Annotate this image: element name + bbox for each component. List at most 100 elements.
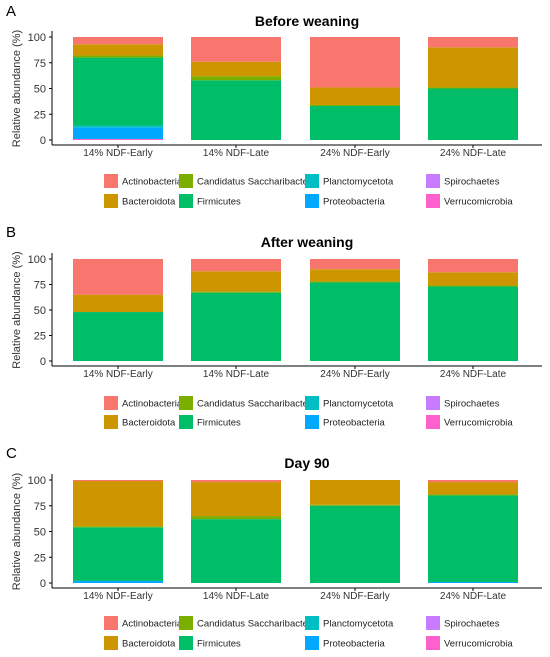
legend-swatch-planctomycetota (305, 616, 319, 630)
chart-title: Day 90 (284, 455, 329, 471)
bar-segment-bacteroidota (191, 482, 281, 517)
y-tick-label: 0 (40, 356, 46, 368)
x-tick-label: 14% NDF-Early (83, 591, 152, 602)
bar-segment-bacteroidota (73, 44, 163, 56)
legend-label-planctomycetota: Planctomycetota (323, 177, 394, 188)
bar-segment-firmicutes (310, 106, 400, 140)
panel-a: A Before weaning Relative abundance (%) 0 25… (6, 3, 542, 208)
legend-swatch-candidatus-saccharibacteria (179, 616, 193, 630)
bar-segment-actinobacteria (428, 37, 518, 48)
x-tick-label: 24% NDF-Late (440, 591, 507, 602)
x-tick-label: 24% NDF-Early (320, 369, 389, 380)
bar-segment-actinobacteria (310, 37, 400, 88)
legend-swatch-firmicutes (179, 415, 193, 429)
legend: Actinobacteria Bacteroidota Candidatus Sac… (104, 396, 513, 429)
panel-b: B After weaning Relative abundance (%) 0 25 5… (6, 224, 542, 429)
legend-label-planctomycetota: Planctomycetota (323, 399, 394, 410)
y-tick-label: 100 (28, 254, 46, 266)
bar-segment-candidatus-saccharibacteria (73, 55, 163, 58)
bar-segment-bacteroidota (310, 480, 400, 505)
y-tick-label: 75 (34, 58, 46, 70)
legend-label-candidatus-saccharibacteria: Candidatus Saccharibacteria (197, 399, 319, 410)
bar-segment-candidatus-saccharibacteria (191, 76, 281, 81)
legend-swatch-planctomycetota (305, 174, 319, 188)
bar-segment-actinobacteria (191, 259, 281, 272)
legend-label-proteobacteria: Proteobacteria (323, 197, 386, 208)
x-tick-label: 14% NDF-Late (203, 148, 270, 159)
legend-label-spirochaetes: Spirochaetes (444, 619, 500, 630)
bar-segment-bacteroidota (73, 294, 163, 313)
bar-segment-candidatus-saccharibacteria (310, 281, 400, 283)
y-tick-label: 25 (34, 552, 46, 564)
bar-segment-proteobacteria (428, 581, 518, 583)
bar-segment-actinobacteria (191, 37, 281, 62)
legend-label-firmicutes: Firmicutes (197, 197, 241, 208)
x-tick-label: 14% NDF-Early (83, 148, 152, 159)
x-tick-label: 14% NDF-Early (83, 369, 152, 380)
chart-title: Before weaning (255, 13, 359, 29)
bar-segment-firmicutes (73, 57, 163, 126)
legend-label-candidatus-saccharibacteria: Candidatus Saccharibacteria (197, 619, 319, 630)
bar-segment-candidatus-saccharibacteria (310, 104, 400, 107)
bar-segment-actinobacteria (310, 259, 400, 270)
y-tick-label: 75 (34, 501, 46, 513)
panel-letter: A (6, 3, 16, 20)
legend-swatch-proteobacteria (305, 194, 319, 208)
y-axis-label: Relative abundance (%) (11, 473, 23, 590)
y-axis-label: Relative abundance (%) (11, 251, 23, 368)
legend: Actinobacteria Bacteroidota Candidatus Sac… (104, 174, 513, 208)
legend-label-firmicutes: Firmicutes (197, 418, 241, 429)
chart-title: After weaning (261, 234, 354, 250)
legend-swatch-bacteroidota (104, 636, 118, 650)
legend-label-verrucomicrobia: Verrucomicrobia (444, 197, 513, 208)
bar-segment-bacteroidota (428, 482, 518, 495)
y-tick-label: 0 (40, 135, 46, 147)
x-tick-label: 24% NDF-Early (320, 148, 389, 159)
legend-swatch-actinobacteria (104, 174, 118, 188)
bar-segment-firmicutes (428, 88, 518, 140)
y-axis-label: Relative abundance (%) (11, 30, 23, 147)
bar-segment-proteobacteria (73, 127, 163, 139)
bar-segment-candidatus-saccharibacteria (191, 516, 281, 520)
legend: Actinobacteria Bacteroidota Candidatus Sac… (104, 616, 513, 650)
bar-segment-firmicutes (191, 519, 281, 583)
bar-segment-bacteroidota (310, 269, 400, 282)
bar-segment-actinobacteria (73, 37, 163, 45)
legend-swatch-verrucomicrobia (426, 415, 440, 429)
bar-segment-candidatus-saccharibacteria (191, 291, 281, 293)
legend-label-bacteroidota: Bacteroidota (122, 418, 176, 429)
y-tick-label: 100 (28, 32, 46, 44)
bar-segment-firmicutes (73, 312, 163, 361)
bar-segment-actinobacteria (73, 480, 163, 482)
legend-swatch-proteobacteria (305, 636, 319, 650)
y-tick-label: 50 (34, 305, 46, 317)
legend-swatch-spirochaetes (426, 616, 440, 630)
legend-swatch-bacteroidota (104, 415, 118, 429)
legend-label-proteobacteria: Proteobacteria (323, 639, 386, 650)
bar-segment-firmicutes (428, 286, 518, 361)
legend-swatch-firmicutes (179, 194, 193, 208)
y-tick-label: 50 (34, 84, 46, 96)
bar-segment-bacteroidota (191, 61, 281, 77)
legend-label-actinobacteria: Actinobacteria (122, 177, 183, 188)
bar-segment-firmicutes (73, 527, 163, 581)
legend-swatch-spirochaetes (426, 396, 440, 410)
legend-swatch-spirochaetes (426, 174, 440, 188)
y-tick-label: 25 (34, 109, 46, 121)
y-tick-label: 75 (34, 280, 46, 292)
legend-label-verrucomicrobia: Verrucomicrobia (444, 418, 513, 429)
x-tick-label: 14% NDF-Late (203, 591, 270, 602)
bar-segment-actinobacteria (428, 480, 518, 483)
y-tick-label: 25 (34, 331, 46, 343)
bar-segment-bacteroidota (191, 271, 281, 292)
legend-label-spirochaetes: Spirochaetes (444, 399, 500, 410)
legend-swatch-candidatus-saccharibacteria (179, 396, 193, 410)
legend-swatch-verrucomicrobia (426, 194, 440, 208)
bar-segment-firmicutes (191, 80, 281, 140)
panel-c: C Day 90 Relative abundance (%) 0 25 50 75 100 1… (6, 445, 542, 650)
legend-swatch-firmicutes (179, 636, 193, 650)
legend-label-verrucomicrobia: Verrucomicrobia (444, 639, 513, 650)
bar-segment-planctomycetota (73, 125, 163, 128)
bar-segment-bacteroidota (310, 87, 400, 105)
